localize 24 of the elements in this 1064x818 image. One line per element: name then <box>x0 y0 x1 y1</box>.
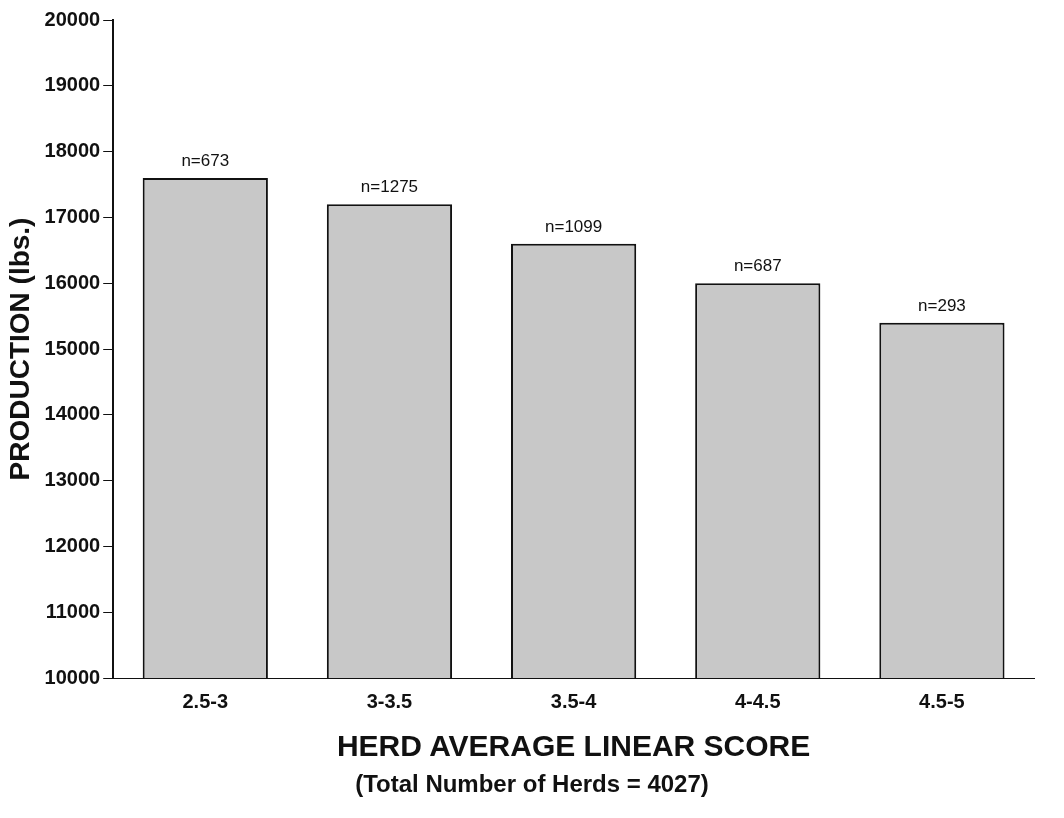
annotation: n=293 <box>918 295 966 315</box>
y-tick-label: 13000 <box>44 468 101 491</box>
annotation: n=687 <box>733 256 782 276</box>
x-tick-label: 4.5-5 <box>919 689 965 712</box>
x-tick-label: 3.5-4 <box>550 689 598 712</box>
text: (Total Number of Herds = 4027) <box>354 770 710 798</box>
annotation: n=673 <box>181 151 230 171</box>
y-tick-label: 18000 <box>44 139 101 162</box>
x-tick-label: 3-3.5 <box>366 689 413 712</box>
y-tick-label: 16000 <box>44 270 101 293</box>
y-tick-label: 11000 <box>45 599 101 622</box>
y-tick-label: 10000 <box>44 665 101 688</box>
y-axis-title: PRODUCTION (lbs.) <box>3 217 35 481</box>
y-tick-label: 20000 <box>44 7 101 30</box>
y-tick-label: 14000 <box>44 402 101 425</box>
x-tick-label: 2.5-3 <box>182 689 229 712</box>
x-tick-label: 4-4.5 <box>734 689 781 712</box>
annotation: n=1275 <box>360 177 419 197</box>
y-tick-label: 15000 <box>44 336 101 359</box>
y-tick-label: 19000 <box>44 73 101 96</box>
x-axis-title: HERD AVERAGE LINEAR SCORE <box>336 729 811 763</box>
y-tick-label: 12000 <box>44 533 101 556</box>
y-tick-label: 17000 <box>44 204 101 227</box>
annotation: n=1099 <box>545 216 603 236</box>
